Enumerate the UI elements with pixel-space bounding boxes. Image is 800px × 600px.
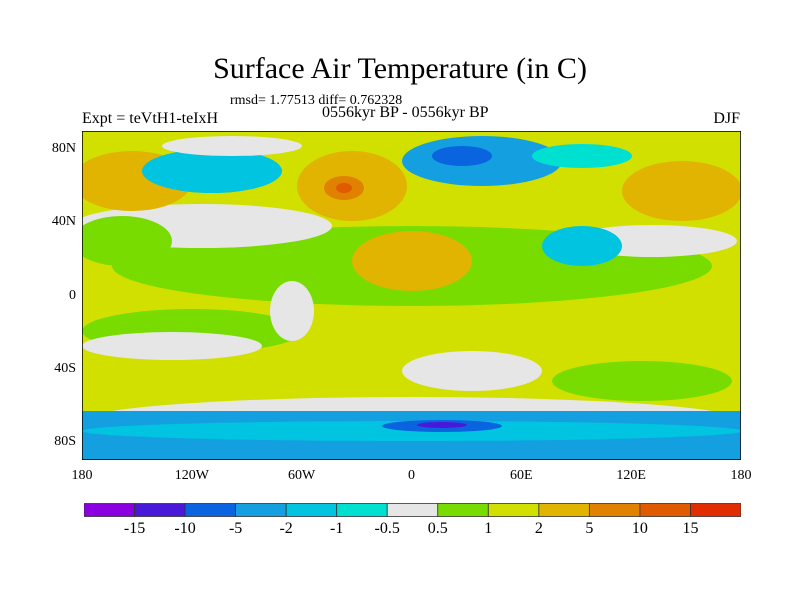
- colorbar-label: 1: [484, 520, 493, 537]
- y-tick-label: 40N: [51, 214, 76, 230]
- colorbar: [84, 503, 741, 517]
- x-tick-label: 0: [408, 468, 415, 483]
- stats-text: rmsd= 1.77513 diff= 0.762328: [230, 93, 403, 108]
- season-label: DJF: [713, 110, 740, 127]
- colorbar-box: [386, 503, 439, 517]
- y-tick-label: 40S: [54, 360, 76, 376]
- colorbar-label: 0.5: [427, 520, 448, 537]
- x-tick-label: 60W: [288, 468, 316, 483]
- colorbar-box: [336, 503, 388, 517]
- x-tick-label: 180: [730, 468, 752, 483]
- colorbar-box: [690, 503, 741, 517]
- x-tick-label: 60E: [510, 468, 533, 483]
- x-tick-label: 120W: [174, 468, 209, 483]
- colorbar-label: -10: [174, 520, 196, 537]
- colorbar-box: [134, 503, 186, 517]
- colorbar-box: [538, 503, 590, 517]
- colorbar-box: [285, 503, 338, 517]
- colorbar-box: [487, 503, 540, 517]
- colorbar-box: [437, 503, 489, 517]
- colorbar-label: 2: [534, 520, 543, 537]
- colorbar-box: [184, 503, 237, 517]
- y-tick-label: 0: [69, 287, 76, 303]
- colorbar-box: [639, 503, 691, 517]
- x-tick-label: 120E: [616, 468, 646, 483]
- colorbar-label: -5: [228, 520, 243, 537]
- temperature-field: [82, 136, 741, 460]
- colorbar-label: -0.5: [374, 520, 400, 537]
- experiment-label: Expt = teVtH1-teIxH: [82, 110, 219, 127]
- colorbar-label: 5: [585, 520, 594, 537]
- colorbar-box: [84, 503, 135, 517]
- colorbar-label: 10: [631, 520, 648, 537]
- y-tick-label: 80S: [54, 433, 76, 449]
- colorbar-label: -2: [279, 520, 293, 537]
- period-label: 0556kyr BP - 0556kyr BP: [322, 104, 489, 121]
- plot-title: Surface Air Temperature (in C): [213, 52, 587, 85]
- temperature-map: [82, 131, 741, 460]
- colorbar-label: 15: [682, 520, 699, 537]
- colorbar-label: -15: [123, 520, 146, 537]
- colorbar-box: [588, 503, 641, 517]
- colorbar-label: -1: [330, 520, 344, 537]
- colorbar-box: [235, 503, 287, 517]
- y-tick-label: 80N: [51, 141, 76, 157]
- x-tick-label: 180: [71, 468, 93, 483]
